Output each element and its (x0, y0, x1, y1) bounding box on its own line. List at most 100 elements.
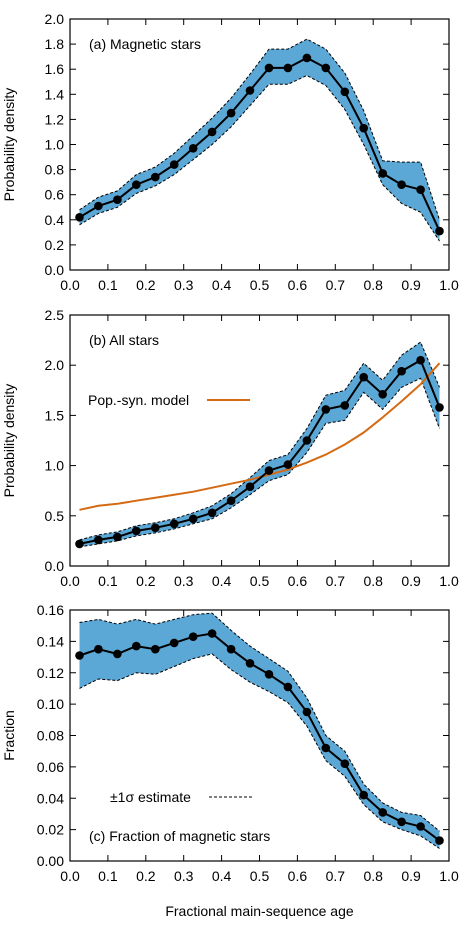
x-tick-label: 0.7 (326, 277, 346, 293)
lower-sigma-line (79, 653, 440, 849)
y-tick-label: 0.06 (37, 759, 64, 775)
x-tick-label: 0.0 (60, 277, 80, 293)
x-tick-label: 1.0 (439, 277, 459, 293)
upper-sigma-line (79, 612, 440, 832)
data-point (302, 436, 312, 445)
model-curve (79, 362, 441, 511)
upper-sigma-line (79, 341, 440, 541)
lower-sigma-line (79, 377, 440, 548)
x-tick-label: 0.8 (363, 277, 383, 293)
data-point (75, 213, 84, 222)
plot-frame (69, 314, 450, 567)
data-point (321, 743, 331, 753)
y-tick-label: 2.5 (45, 307, 65, 323)
data-point (188, 144, 198, 153)
y-tick-label: 0.6 (45, 187, 65, 203)
data-point (264, 466, 274, 475)
y-axis-label: Probability density (1, 88, 17, 202)
y-tick-label: 1.4 (45, 86, 65, 102)
data-point (226, 108, 236, 118)
y-tick-label: 1.0 (45, 137, 65, 153)
y-tick-label: 0.04 (37, 790, 64, 806)
data-point (340, 87, 350, 97)
x-tick-label: 0.3 (174, 277, 194, 293)
data-point (321, 405, 331, 414)
data-point (435, 226, 444, 236)
y-tick-label: 1.5 (45, 407, 65, 423)
data-point (75, 539, 84, 549)
data-point (378, 390, 388, 399)
y-tick-label: 0.02 (37, 822, 64, 838)
data-point (207, 127, 217, 137)
data-point (359, 372, 369, 382)
y-tick-label: 1.2 (45, 111, 65, 127)
data-point (207, 629, 217, 638)
x-tick-label: 0.2 (136, 277, 156, 293)
panel-b: 0.0 0.1 0.2 0.3 0.4 0.5 0.6 0.7 0.8 0.9 1.0 0.0 0.5 1… (1, 307, 459, 589)
y-tick-label: 2.0 (45, 357, 65, 373)
y-tick-label: 2.0 (45, 11, 65, 27)
x-tick-label: 0.4 (212, 573, 232, 589)
data-point (264, 63, 274, 73)
y-tick-label: 0.16 (37, 602, 64, 618)
y-tick-label: 0.08 (37, 728, 64, 744)
x-tick-label: 0.2 (136, 573, 156, 589)
x-axis-label: Fractional main-sequence age (165, 903, 354, 919)
y-tick-label: 0.10 (37, 696, 64, 712)
data-point (75, 651, 84, 660)
x-tick-label: 0.6 (288, 573, 308, 589)
data-point (378, 169, 388, 178)
data-point (283, 63, 293, 73)
data-point (151, 523, 160, 533)
y-tick-label: 1.6 (45, 61, 65, 77)
data-point (245, 86, 255, 95)
data-point (113, 195, 122, 204)
data-point (226, 644, 236, 654)
data-point (245, 482, 255, 492)
data-point (264, 670, 274, 679)
x-tick-label: 0.6 (288, 868, 308, 884)
x-tick-label: 0.7 (326, 573, 346, 589)
data-point (169, 160, 179, 169)
data-point (94, 535, 103, 545)
x-tick-label: 0.8 (363, 868, 383, 884)
x-tick-label: 0.3 (174, 868, 194, 884)
x-tick-label: 0.1 (98, 573, 118, 589)
data-point (435, 836, 444, 845)
data-point (169, 638, 179, 648)
y-axis-label: Fraction (1, 710, 17, 761)
data-point (207, 508, 217, 518)
data-point (359, 790, 369, 800)
x-tick-label: 0.2 (136, 868, 156, 884)
y-tick-label: 0.14 (37, 633, 64, 649)
data-point (340, 401, 350, 410)
data-point (151, 172, 160, 182)
x-tick-label: 0.6 (288, 277, 308, 293)
lower-sigma-line (79, 74, 440, 242)
x-tick-label: 0.0 (60, 573, 80, 589)
data-point (397, 366, 406, 376)
data-point (132, 180, 141, 189)
y-tick-label: 1.8 (45, 36, 65, 52)
y-tick-label: 0.4 (45, 212, 65, 228)
data-point (169, 519, 179, 529)
data-point (321, 63, 331, 73)
data-point (359, 123, 369, 133)
y-tick-label: 0.00 (37, 853, 64, 869)
panel-label: (b) All stars (89, 332, 159, 348)
x-tick-label: 0.5 (250, 277, 270, 293)
data-point (302, 707, 312, 717)
x-tick-label: 0.3 (174, 573, 194, 589)
x-tick-label: 0.8 (363, 573, 383, 589)
data-point (416, 355, 425, 365)
x-tick-label: 0.7 (326, 868, 346, 884)
x-tick-label: 0.1 (98, 277, 118, 293)
panel-c: 0.0 0.1 0.2 0.3 0.4 0.5 0.6 0.7 0.8 0.9 1.0 0.00 0.0… (1, 602, 459, 919)
x-tick-label: 1.0 (439, 868, 459, 884)
x-tick-label: 0.4 (212, 868, 232, 884)
x-tick-label: 0.5 (250, 868, 270, 884)
data-point (397, 180, 406, 189)
data-point (94, 644, 103, 654)
legend-label-sigma: ±1σ estimate (110, 789, 191, 805)
